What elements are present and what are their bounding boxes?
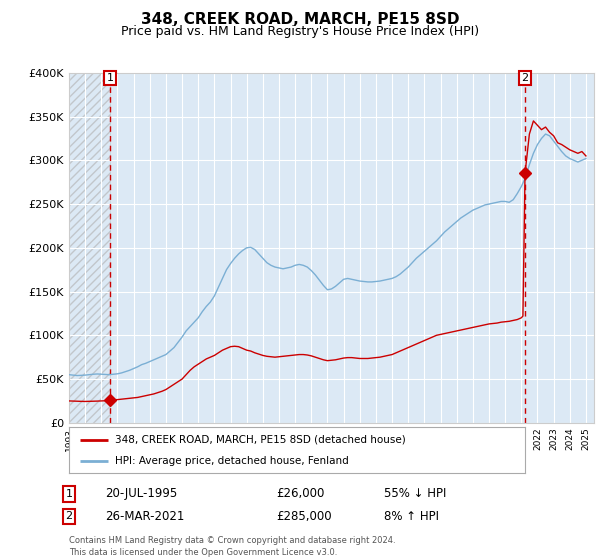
Text: 1: 1 [65, 489, 73, 499]
Text: 26-MAR-2021: 26-MAR-2021 [105, 510, 184, 523]
Text: Price paid vs. HM Land Registry's House Price Index (HPI): Price paid vs. HM Land Registry's House … [121, 25, 479, 38]
Text: 55% ↓ HPI: 55% ↓ HPI [384, 487, 446, 501]
Text: Contains HM Land Registry data © Crown copyright and database right 2024.
This d: Contains HM Land Registry data © Crown c… [69, 536, 395, 557]
Text: HPI: Average price, detached house, Fenland: HPI: Average price, detached house, Fenl… [115, 456, 349, 466]
Text: 348, CREEK ROAD, MARCH, PE15 8SD (detached house): 348, CREEK ROAD, MARCH, PE15 8SD (detach… [115, 435, 406, 445]
Text: 2: 2 [65, 511, 73, 521]
Text: 20-JUL-1995: 20-JUL-1995 [105, 487, 177, 501]
Text: 8% ↑ HPI: 8% ↑ HPI [384, 510, 439, 523]
Text: 2: 2 [521, 73, 529, 83]
Text: 1: 1 [107, 73, 113, 83]
Text: £26,000: £26,000 [276, 487, 325, 501]
Text: 348, CREEK ROAD, MARCH, PE15 8SD: 348, CREEK ROAD, MARCH, PE15 8SD [141, 12, 459, 27]
Text: £285,000: £285,000 [276, 510, 332, 523]
